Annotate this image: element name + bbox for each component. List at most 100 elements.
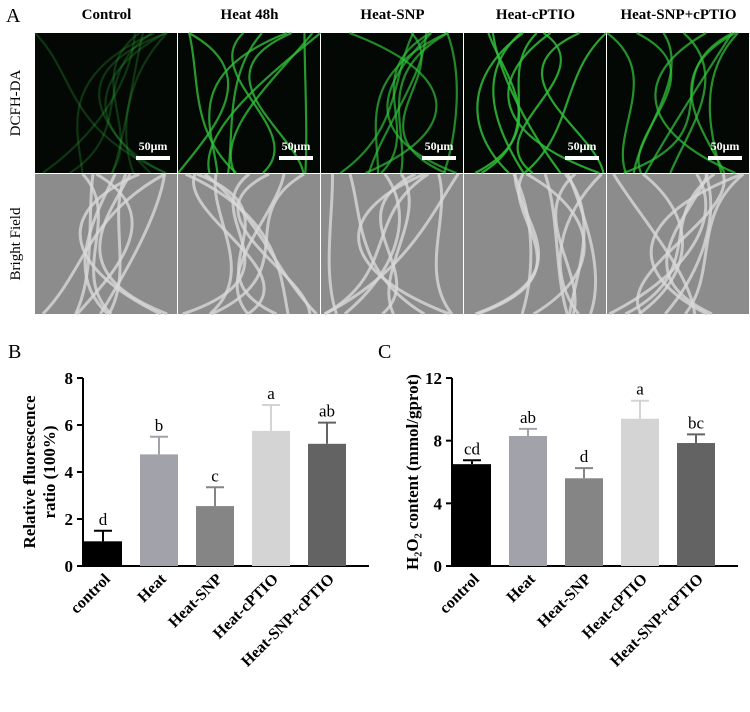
hypha — [374, 31, 448, 174]
hypha — [207, 32, 322, 174]
bar — [677, 443, 715, 566]
hypha — [402, 32, 447, 175]
hypha — [348, 173, 426, 316]
x-tick-label: Heat — [135, 570, 171, 606]
hypha — [684, 172, 745, 315]
bar — [252, 430, 290, 566]
bar — [621, 418, 659, 566]
column-label: Heat 48h — [221, 7, 280, 23]
hypha — [111, 32, 145, 174]
x-tick-label: Heat-SNP+cPTIO — [607, 571, 707, 671]
hypha — [98, 31, 168, 174]
scale-bar-label: 50μm — [425, 139, 454, 153]
column-label: Control — [82, 7, 132, 23]
hypha — [516, 32, 562, 174]
hypha — [227, 32, 263, 174]
hypha — [474, 173, 540, 316]
hypha — [623, 32, 733, 175]
hypha — [184, 172, 290, 315]
hypha — [323, 172, 430, 316]
hypha — [474, 32, 521, 174]
x-tick-label: Heat — [504, 570, 540, 606]
y-tick-label: 12 — [425, 369, 442, 388]
scale-bar-label: 50μm — [139, 139, 168, 153]
hypha — [34, 32, 168, 175]
hypha — [564, 173, 586, 315]
fluorescence-image — [178, 33, 320, 173]
bar — [140, 454, 178, 566]
column-label: Heat-cPTIO — [496, 7, 575, 23]
column-label: Heat-SNP+cPTIO — [620, 7, 736, 23]
hypha — [83, 173, 117, 316]
scale-bar — [708, 156, 742, 160]
x-tick-label: control — [67, 570, 114, 617]
hypha — [208, 31, 288, 174]
fluorescence-image — [35, 33, 177, 173]
significance-letter: d — [99, 510, 108, 529]
hypha — [349, 31, 438, 175]
hypha — [99, 173, 167, 315]
hypha — [327, 173, 338, 315]
hypha — [507, 32, 600, 175]
y-tick-label: 4 — [434, 494, 443, 513]
hypha — [665, 173, 713, 316]
hypha — [492, 32, 525, 174]
bar — [565, 478, 603, 566]
y-tick-label: 4 — [65, 463, 74, 482]
y-axis-label: H₂O₂ content (mmol/gprot) — [403, 374, 422, 570]
x-tick-label: control — [436, 570, 483, 617]
hypha — [512, 173, 533, 315]
significance-letter: b — [155, 416, 164, 435]
bar — [196, 506, 234, 566]
x-tick-label: Heat-SNP — [534, 571, 595, 632]
error-bar — [463, 459, 481, 465]
bar — [509, 435, 547, 566]
error-bar — [575, 467, 593, 479]
column-label: Heat-SNP — [360, 7, 424, 23]
hypha — [380, 32, 431, 174]
hypha — [638, 172, 684, 316]
scale-bar-label: 50μm — [711, 139, 740, 153]
hypha — [203, 172, 318, 316]
significance-letter: c — [211, 466, 219, 485]
bright-field-image — [35, 174, 177, 314]
hypha — [434, 173, 454, 315]
row-label: DCFH-DA — [8, 70, 24, 137]
error-bar — [318, 421, 336, 444]
scale-bar — [136, 156, 170, 160]
hypha — [188, 32, 237, 174]
hypha — [606, 32, 635, 174]
scale-bar — [422, 156, 456, 160]
y-tick-label: 2 — [65, 510, 74, 529]
hypha — [231, 32, 276, 174]
error-bar — [687, 433, 705, 444]
hypha — [76, 31, 156, 174]
hypha — [323, 173, 460, 316]
scale-bar-label: 50μm — [568, 139, 597, 153]
fluorescence-image — [607, 33, 749, 173]
hypha — [69, 32, 153, 174]
hypha — [357, 172, 450, 316]
hypha — [107, 173, 128, 315]
x-tick-label: Heat-SNP+cPTIO — [238, 571, 338, 671]
hypha — [339, 32, 415, 174]
significance-letter: bc — [688, 413, 705, 432]
hypha — [177, 32, 230, 174]
hypha — [664, 173, 713, 315]
error-bar — [206, 486, 224, 507]
hypha — [636, 173, 726, 315]
significance-letter: cd — [464, 439, 481, 458]
row-label: Bright Field — [8, 207, 24, 280]
panel-label: B — [8, 341, 21, 363]
error-bar — [262, 404, 280, 431]
y-tick-label: 8 — [65, 369, 74, 388]
significance-letter: a — [267, 384, 275, 403]
hypha — [191, 173, 266, 316]
significance-letter: ab — [520, 408, 536, 427]
y-tick-label: 0 — [65, 557, 74, 576]
hypha — [196, 172, 277, 316]
significance-letter: d — [580, 447, 589, 466]
bar — [453, 464, 491, 566]
significance-letter: ab — [319, 402, 335, 421]
